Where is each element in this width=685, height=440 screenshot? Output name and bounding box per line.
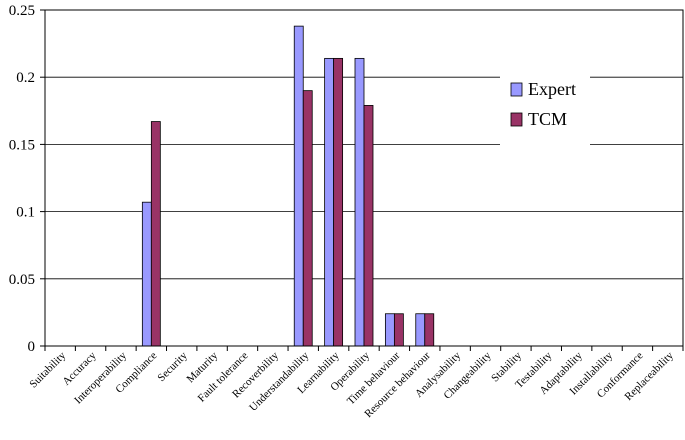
bar-expert xyxy=(384,313,395,347)
bars xyxy=(141,25,435,347)
legend: Expert TCM xyxy=(500,70,590,145)
legend-swatch-tcm xyxy=(510,112,523,127)
bar-tcm xyxy=(393,313,404,347)
bar-expert xyxy=(354,57,365,347)
x-axis-ticks: SuitabilityAccuracyInteroperabilityCompl… xyxy=(27,346,684,420)
y-tick-label: 0.15 xyxy=(9,137,35,153)
bar-tcm xyxy=(424,313,435,347)
bar-expert xyxy=(141,201,152,347)
x-tick-label: Suitability xyxy=(27,349,68,390)
legend-label-expert: Expert xyxy=(528,79,576,99)
x-tick-label: Security xyxy=(155,349,190,384)
bar-expert xyxy=(415,313,426,347)
x-tick-label: Time behaviour xyxy=(345,349,403,407)
bar-tcm xyxy=(333,57,344,347)
bar-tcm xyxy=(150,121,161,347)
bar-tcm xyxy=(363,105,374,347)
bar-expert xyxy=(293,25,304,347)
bar-tcm xyxy=(302,90,313,347)
y-tick-label: 0.05 xyxy=(9,272,35,288)
y-axis-ticks: 0 0.05 0.1 0.15 0.2 0.25 xyxy=(9,3,45,355)
y-tick-label: 0 xyxy=(28,339,36,355)
y-tick-label: 0.25 xyxy=(9,3,35,19)
legend-swatch-expert xyxy=(510,82,523,97)
y-tick-label: 0.1 xyxy=(16,205,35,221)
legend-box xyxy=(500,70,590,145)
y-tick-label: 0.2 xyxy=(16,70,35,86)
plot-area-frame xyxy=(44,9,684,347)
bar-expert xyxy=(324,57,335,347)
legend-label-tcm: TCM xyxy=(528,109,567,129)
